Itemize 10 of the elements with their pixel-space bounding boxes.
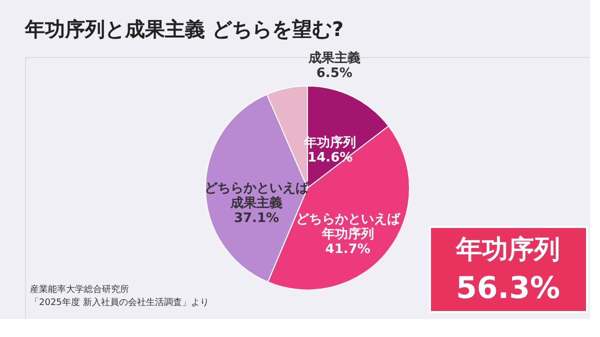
data-label: 6.5%: [316, 66, 352, 82]
text: 産業能率大学総合研究所: [30, 284, 129, 295]
chart-title: 年功序列と成果主義 どちらを望む?: [24, 17, 344, 42]
text: 56.3%: [456, 271, 560, 306]
data-label: 37.1%: [234, 211, 280, 226]
slice-label: 成果主義: [307, 50, 360, 66]
text: 「2025年度 新入社員の会社生活調査」より: [30, 297, 209, 308]
text: 年功序列: [455, 235, 560, 265]
data-label: 41.7%: [325, 242, 370, 258]
slice-label: どちらかといえば年功序列: [296, 212, 401, 242]
